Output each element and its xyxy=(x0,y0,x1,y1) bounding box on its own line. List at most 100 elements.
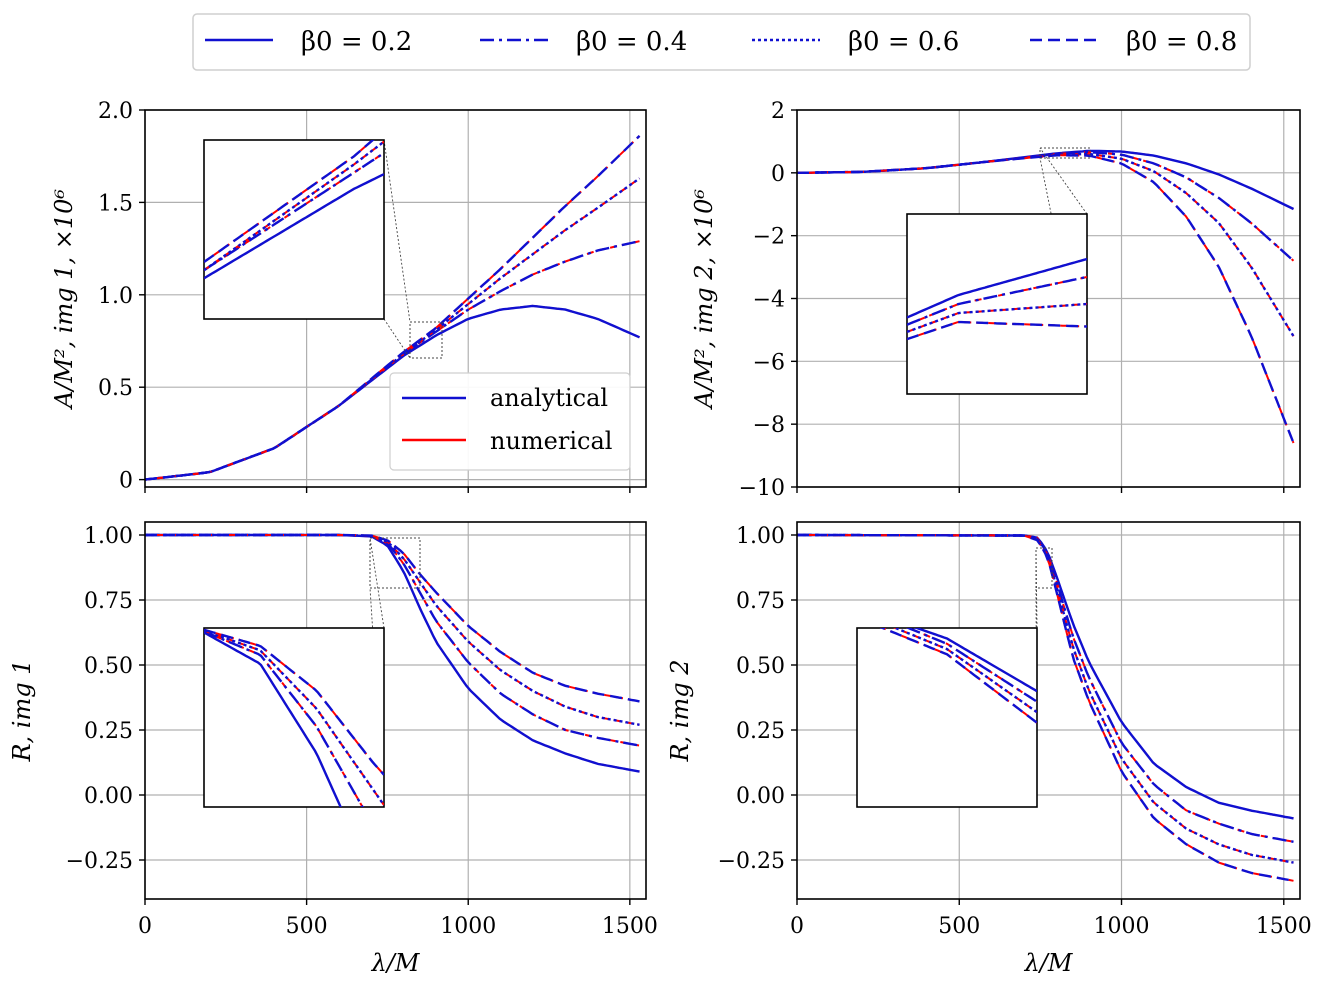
series-group xyxy=(145,533,640,773)
zoom-connector xyxy=(1035,547,1038,629)
series-analytical-4 xyxy=(797,154,1295,444)
y-tick-label: −0.25 xyxy=(718,849,785,874)
inset-frame xyxy=(203,139,385,320)
plot-frame xyxy=(144,521,647,900)
inset-analytical-3 xyxy=(907,302,1087,334)
inset-frame xyxy=(906,213,1088,395)
y-tick-label: 1.5 xyxy=(98,191,133,216)
y-tick-label: 0.75 xyxy=(736,589,785,614)
inset-frame xyxy=(856,627,1038,808)
legend-entry-1: β0 = 0.2 xyxy=(205,27,412,57)
inset-analytical-3 xyxy=(204,629,384,806)
zoom-inset-4 xyxy=(856,547,1053,808)
y-tick-label: 2.0 xyxy=(98,99,133,124)
inset-analytical-1 xyxy=(907,257,1087,319)
inset-series xyxy=(204,628,384,807)
y-axis-label: A/M², img 2, ×10⁶ xyxy=(690,189,718,410)
x-axis-label: λ/M xyxy=(371,949,421,977)
inner-legend: analytical numerical xyxy=(389,372,631,471)
y-tick-label: −0.25 xyxy=(66,849,133,874)
x-tick-label: 500 xyxy=(938,914,980,939)
x-tick-label: 1500 xyxy=(602,914,658,939)
y-axis-label: R, img 2 xyxy=(666,659,694,762)
legend-entry-3: β0 = 0.6 xyxy=(752,27,959,57)
y-tick-label: 1.0 xyxy=(98,284,133,309)
inset-analytical-2 xyxy=(204,152,384,272)
inset-analytical-4 xyxy=(907,320,1087,341)
legend-numerical-label: numerical xyxy=(490,427,612,455)
y-tick-label: −4 xyxy=(753,288,785,313)
y-tick-label: 0 xyxy=(119,469,133,494)
panel-top-left: 0 0.5 1.0 1.5 2.0 A/M², img 1, ×10⁶ xyxy=(50,99,647,494)
y-tick-label: 0 xyxy=(771,162,785,187)
series-analytical-3 xyxy=(145,533,640,726)
y-tick-label: −8 xyxy=(753,413,785,438)
series-numerical-1 xyxy=(797,149,1294,210)
y-tick-label: 0.50 xyxy=(736,654,785,679)
legend-label: β0 = 0.2 xyxy=(301,27,412,57)
inset-analytical-4 xyxy=(204,628,384,776)
inset-analytical-1 xyxy=(204,173,384,280)
legend-label: β0 = 0.4 xyxy=(576,27,687,57)
series-analytical-1 xyxy=(797,149,1295,211)
zoom-region xyxy=(409,321,443,359)
zoom-connector xyxy=(383,139,411,323)
inset-analytical-1 xyxy=(204,631,342,807)
y-tick-label: 0.75 xyxy=(84,589,133,614)
series-analytical-3 xyxy=(797,533,1294,864)
legend-label: β0 = 0.8 xyxy=(1126,27,1237,57)
series-analytical-3 xyxy=(145,177,641,481)
inset-series xyxy=(204,140,384,280)
inset-series xyxy=(907,257,1087,341)
x-axis-label: λ/M xyxy=(1024,949,1074,977)
y-tick-label: −10 xyxy=(739,476,785,501)
inset-analytical-2 xyxy=(204,630,364,807)
inset-series xyxy=(879,628,1037,724)
zoom-inset-1 xyxy=(203,139,443,359)
panel-bottom-left: 0 500 1000 1500 −0.25 0.00 0.25 0.50 0.75 1.00 λ/M… xyxy=(8,521,658,977)
series-analytical-4 xyxy=(145,533,640,703)
y-tick-label: 0.25 xyxy=(84,719,133,744)
inset-analytical-3 xyxy=(204,140,384,272)
y-axis-label: A/M², img 1, ×10⁶ xyxy=(50,189,78,410)
inset-analytical-4 xyxy=(879,628,1037,724)
top-legend: β0 = 0.2 β0 = 0.4 β0 = 0.6 β0 = 0.8 xyxy=(192,13,1251,71)
zoom-inset-3 xyxy=(203,537,421,808)
y-tick-label: 2 xyxy=(771,99,785,124)
inset-analytical-4 xyxy=(204,140,375,263)
panel-bottom-right: 0 500 1000 1500 −0.25 0.00 0.25 0.50 0.75 1.00 λ/M… xyxy=(666,521,1312,977)
series-analytical-4 xyxy=(797,533,1294,882)
series-numerical-2 xyxy=(797,151,1295,262)
plot-frame xyxy=(796,521,1301,900)
top-legend-box xyxy=(192,13,1251,71)
series-group xyxy=(145,135,641,481)
y-tick-label: 1.00 xyxy=(736,524,785,549)
inset-analytical-3 xyxy=(892,628,1037,714)
zoom-inset-2 xyxy=(906,147,1091,395)
y-tick-label: −2 xyxy=(753,225,785,250)
x-tick-label: 1000 xyxy=(440,914,496,939)
y-axis-label: R, img 1 xyxy=(8,659,36,762)
inset-analytical-1 xyxy=(913,628,1037,693)
y-tick-label: 0.00 xyxy=(84,784,133,809)
x-tick-label: 1000 xyxy=(1094,914,1150,939)
x-tick-label: 500 xyxy=(286,914,328,939)
y-tick-label: 0.5 xyxy=(98,376,133,401)
plot-frame xyxy=(144,109,647,488)
inset-analytical-2 xyxy=(907,275,1087,326)
legend-entry-2: β0 = 0.4 xyxy=(480,27,687,57)
y-tick-label: 0.25 xyxy=(736,719,785,744)
y-tick-label: −6 xyxy=(753,350,785,375)
series-group xyxy=(797,533,1294,882)
x-tick-label: 0 xyxy=(138,914,152,939)
x-tick-label: 1500 xyxy=(1256,914,1312,939)
y-tick-label: 0.50 xyxy=(84,654,133,679)
legend-label: β0 = 0.6 xyxy=(848,27,959,57)
legend-entry-4: β0 = 0.8 xyxy=(1030,27,1237,57)
series-analytical-3 xyxy=(797,152,1295,337)
zoom-region xyxy=(1039,147,1091,159)
zoom-connector xyxy=(369,537,385,629)
y-tick-label: 0.00 xyxy=(736,784,785,809)
series-analytical-4 xyxy=(145,135,641,481)
